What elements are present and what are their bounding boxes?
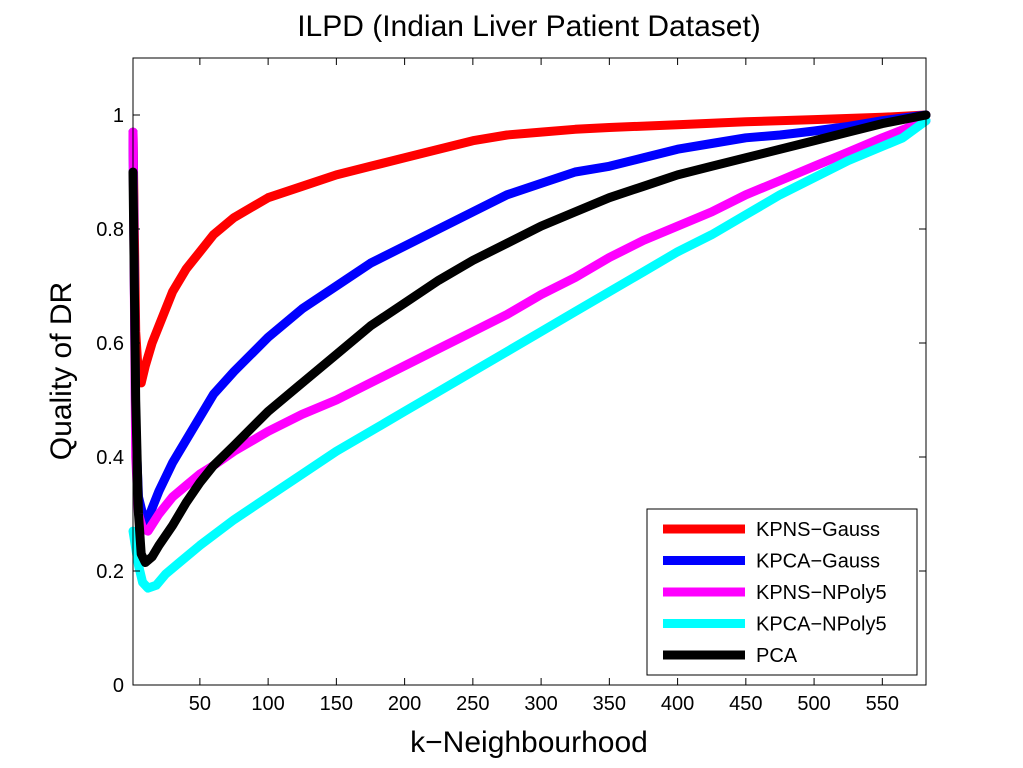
legend: KPNS−Gauss KPCA−Gauss KPNS−NPoly5 KPCA−NPol… [646,508,918,676]
series-layer [128,110,931,593]
x-tick-label: 400 [661,693,694,715]
y-axis-label: Quality of DR [45,282,78,460]
series-line-3 [128,116,931,536]
x-tick-label: 150 [320,693,353,715]
y-tick-label: 1 [113,105,124,127]
plot-area-frame [132,57,927,686]
x-tick-label: 100 [251,693,284,715]
legend-label-3: KPNS−NPoly5 [756,582,887,604]
x-tick-label: 450 [729,693,762,715]
legend-label-4: KPCA−NPoly5 [756,614,887,636]
x-tick-label: 300 [524,693,557,715]
x-tick-label: 500 [797,693,830,715]
chart-title: ILPD (Indian Liver Patient Dataset) [297,10,761,43]
series-line-2 [128,110,931,528]
legend-label-1: KPNS−Gauss [756,519,880,541]
y-tick-label: 0.2 [96,561,124,583]
series-line-5 [128,110,931,567]
x-tick-label: 350 [593,693,626,715]
series-line-4 [128,116,931,593]
y-tick-label: 0.8 [96,219,124,241]
legend-label-2: KPCA−Gauss [756,551,880,573]
x-axis-label: k−Neighbourhood [410,726,648,759]
x-tick-label: 200 [388,693,421,715]
legend-entries: KPNS−Gauss KPCA−Gauss KPNS−NPoly5 KPCA−NPol… [663,519,887,667]
x-tick-label: 550 [866,693,899,715]
legend-label-5: PCA [756,645,798,667]
x-tick-label: 250 [456,693,489,715]
y-tick-label: 0.4 [96,447,124,469]
series-line-1 [128,110,931,388]
x-tick-label: 50 [189,693,211,715]
ticks-layer: 50 100 150 200 250 300 350 400 450 500 550 0 0.2 0.4 0… [96,58,926,715]
y-tick-label: 0 [113,675,124,697]
y-tick-label: 0.6 [96,333,124,355]
